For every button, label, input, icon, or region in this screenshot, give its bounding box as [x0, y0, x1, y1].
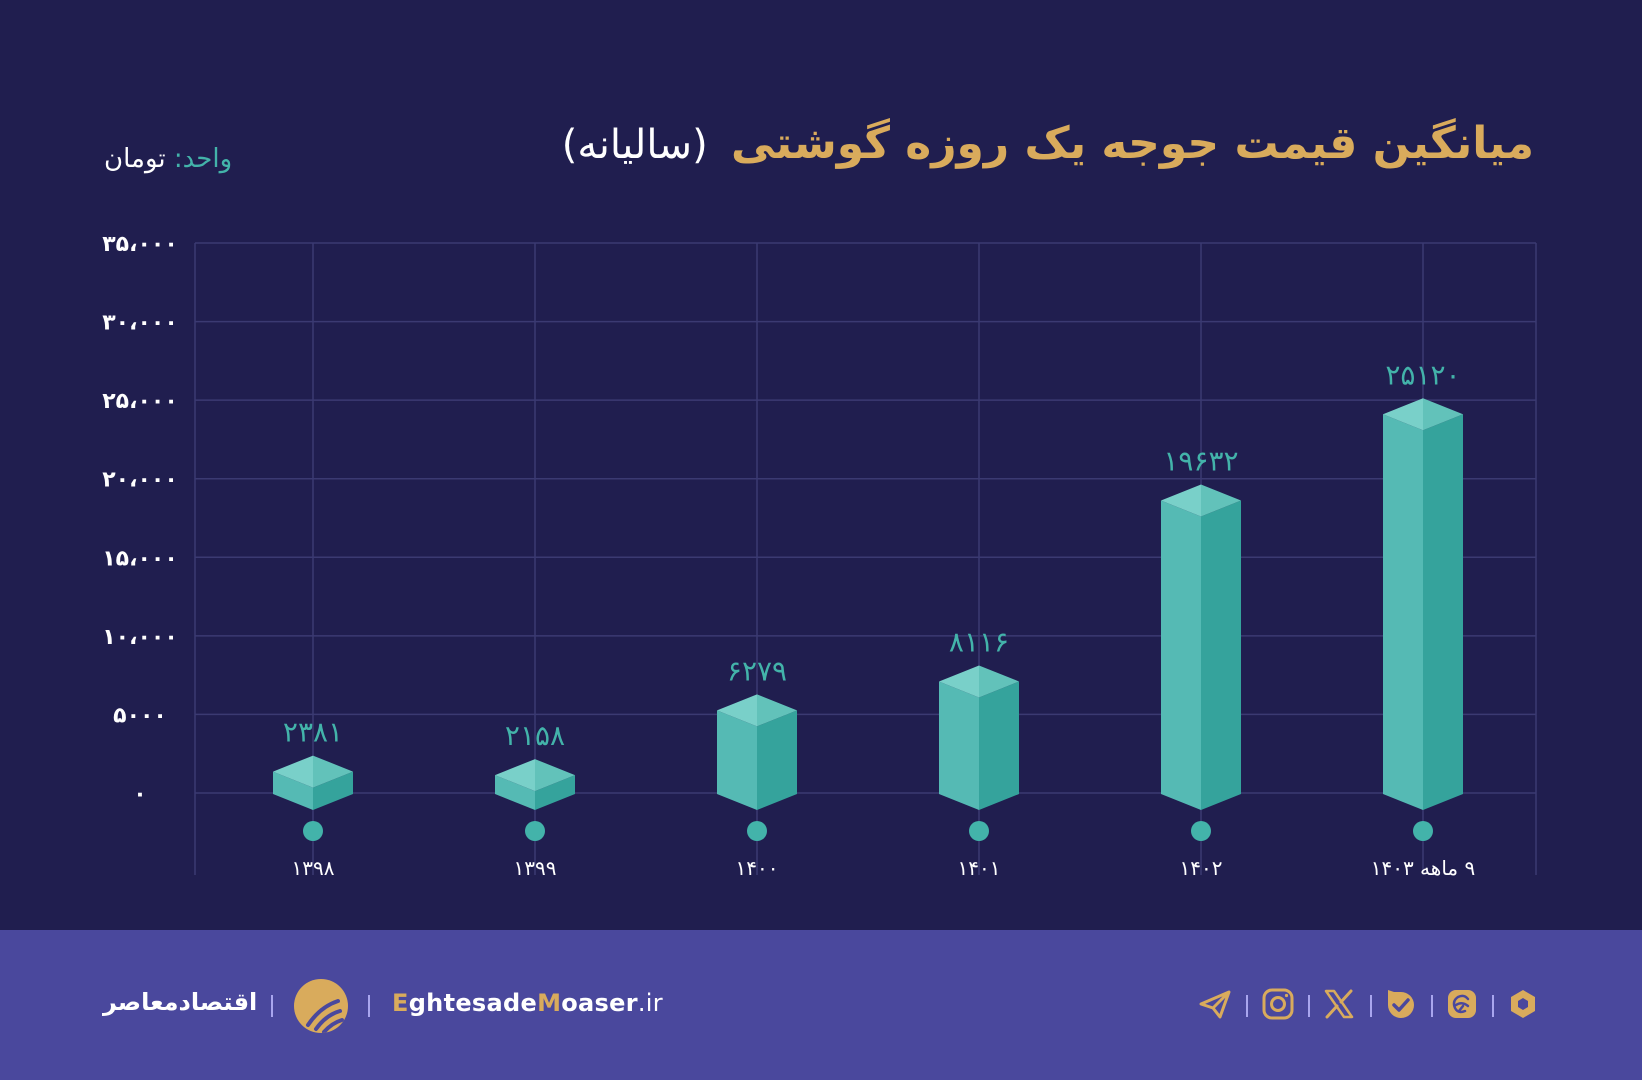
x-marker-dot	[525, 821, 545, 841]
x-tick-label: ۹ ماهه ۱۴۰۳	[1371, 856, 1476, 880]
bar-chart: ۰ ۵۰۰۰ ۱۰،۰۰۰ ۱۵،۰۰۰ ۲۰،۰۰۰ ۲۵،۰۰۰ ۳۰،۰۰۰ ۳۵،۰۰…	[102, 232, 1537, 880]
x-tick-label: ۱۳۹۹	[514, 856, 557, 880]
value-label: ۲۵۱۲۰	[1385, 358, 1460, 391]
separator	[368, 995, 370, 1017]
y-axis-ticks: ۰ ۵۰۰۰ ۱۰،۰۰۰ ۱۵،۰۰۰ ۲۰،۰۰۰ ۲۵،۰۰۰ ۳۰،۰۰۰ ۳۵،۰۰…	[102, 232, 178, 807]
y-tick-label: ۱۵،۰۰۰	[102, 546, 178, 571]
title-sub: (سالیانه)	[561, 122, 708, 168]
x-marker-dot	[1413, 821, 1433, 841]
x-axis-ticks: ۱۳۹۸ ۱۳۹۹ ۱۴۰۰ ۱۴۰۱ ۱۴۰۲ ۹ ماهه ۱۴۰۳	[292, 821, 1476, 880]
brand-name: اقتصادمعاصر	[103, 988, 258, 1016]
y-tick-label: ۲۰،۰۰۰	[102, 468, 178, 493]
x-tick-label: ۱۴۰۲	[1180, 856, 1223, 880]
bar: ۲۵۱۲۰	[1383, 358, 1463, 810]
value-label: ۲۳۸۱	[283, 716, 343, 749]
x-marker-dot	[969, 821, 989, 841]
value-label: ۲۱۵۸	[505, 719, 565, 752]
rubika-icon[interactable]	[1506, 987, 1540, 1021]
y-tick-label: ۰	[133, 782, 146, 807]
x-tick-label: ۱۳۹۸	[292, 856, 335, 880]
footer	[0, 930, 1642, 1080]
value-label: ۸۱۱۶	[949, 625, 1009, 658]
bale-icon[interactable]	[1384, 987, 1418, 1021]
y-tick-label: ۱۰،۰۰۰	[102, 625, 178, 650]
grid	[194, 242, 1537, 875]
bar: ۱۹۶۳۲	[1161, 444, 1241, 810]
x-marker-dot	[303, 821, 323, 841]
y-tick-label: ۳۰،۰۰۰	[102, 311, 178, 336]
x-marker-dot	[747, 821, 767, 841]
value-label: ۱۹۶۳۲	[1163, 444, 1238, 477]
telegram-icon[interactable]	[1198, 987, 1232, 1021]
y-tick-label: ۵۰۰۰	[113, 703, 167, 728]
y-tick-label: ۳۵،۰۰۰	[102, 232, 178, 257]
eitaa-icon[interactable]	[1445, 987, 1479, 1021]
unit-label: واحد: تومان	[104, 144, 232, 174]
bar: ۶۲۷۹	[717, 654, 797, 810]
unit-key: واحد:	[173, 144, 233, 174]
brand-logo	[294, 979, 348, 1033]
separator	[1431, 995, 1433, 1017]
separator	[1308, 995, 1310, 1017]
separator	[1246, 995, 1248, 1017]
x-tick-label: ۱۴۰۰	[736, 856, 779, 880]
y-tick-label: ۲۵،۰۰۰	[102, 389, 178, 414]
bar: ۲۳۸۱	[273, 716, 353, 810]
title-main: میانگین قیمت جوجه یک روزه گوشتی	[731, 118, 1534, 169]
website-link[interactable]: EghtesadeMoaser.ir	[392, 989, 663, 1017]
bars: ۲۳۸۱ ۲۱۵۸ ۶۲۷۹ ۸۱۱۶ ۱۹۶۳۲ ۲۵۱۲۰	[273, 358, 1463, 810]
value-label: ۶۲۷۹	[727, 654, 787, 687]
chart-title: میانگین قیمت جوجه یک روزه گوشتی (سالیانه…	[562, 118, 1534, 169]
unit-value: تومان	[104, 144, 166, 174]
x-tick-label: ۱۴۰۱	[958, 856, 1001, 880]
x-icon[interactable]	[1322, 987, 1356, 1021]
separator	[1492, 995, 1494, 1017]
instagram-icon[interactable]	[1261, 987, 1295, 1021]
bar: ۸۱۱۶	[939, 625, 1019, 810]
x-marker-dot	[1191, 821, 1211, 841]
separator	[1370, 995, 1372, 1017]
separator	[271, 995, 273, 1017]
bar: ۲۱۵۸	[495, 719, 575, 810]
